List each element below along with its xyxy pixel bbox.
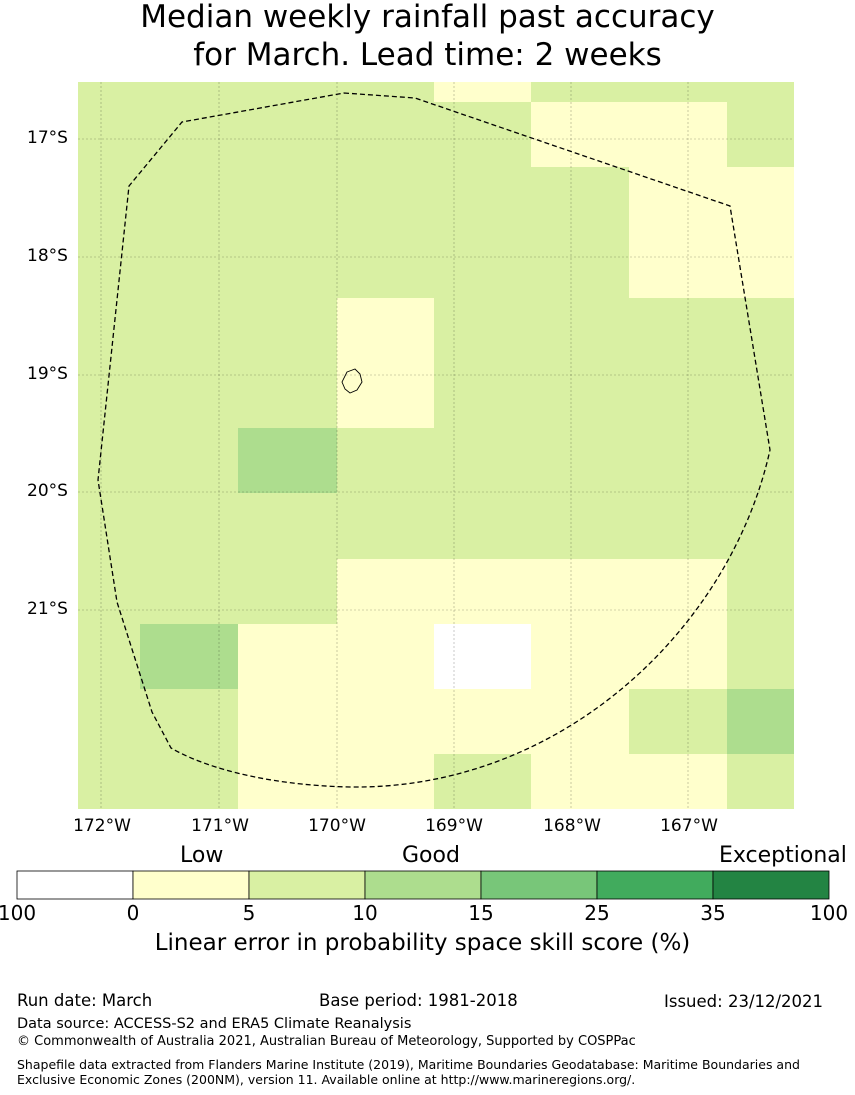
category-label-exceptional: Exceptional [719,843,847,868]
category-label-low: Low [180,843,224,868]
colorbar-segment [364,870,482,900]
island-outline [341,368,363,394]
title-line-1: Median weekly rainfall past accuracy [140,0,715,35]
run-date: Run date: March [17,991,153,1010]
title-line-2: for March. Lead time: 2 weeks [193,37,662,73]
colorbar-segment [480,870,598,900]
colorbar-segment [596,870,714,900]
low-cell [629,754,727,809]
low-cell [434,82,531,102]
colorbar-segment [712,870,830,900]
colorbar-segment [16,870,134,900]
colorbar-tick: 15 [468,901,494,925]
lon-label: 170°W [308,816,366,836]
lat-label: 21°S [27,599,68,619]
gridlines [78,82,794,809]
low-cell [337,559,727,624]
no-skill-cell [434,624,531,689]
colorbar-segment [248,870,366,900]
colorbar-title: Linear error in probability space skill … [154,930,691,956]
issued-date: Issued: 23/12/2021 [664,992,824,1011]
eez-boundary [97,92,771,788]
colorbar-tick: 10 [352,901,378,925]
lat-label: 19°S [27,364,68,384]
lon-label: 169°W [425,816,483,836]
lon-label: 172°W [73,816,131,836]
low-cell [434,689,531,754]
good-cell [727,689,794,754]
copyright: © Commonwealth of Australia 2021, Austra… [17,1034,636,1049]
low-cell [531,102,727,167]
low-cell [531,689,629,809]
lat-label: 17°S [27,128,68,148]
colorbar-tick: 100 [0,901,37,925]
colorbar-tick: 100 [809,901,849,925]
colorbar-tick: 35 [700,901,726,925]
good-cell [140,624,238,689]
good-cell [238,428,337,493]
colorbar [16,870,830,900]
low-cell [531,624,727,689]
colorbar-tick: 0 [126,901,140,925]
lon-label: 167°W [660,816,718,836]
low-cell [629,167,794,298]
lat-label: 20°S [27,481,68,501]
colorbar-tick: 25 [584,901,610,925]
shapefile-credit: Shapefile data extracted from Flanders M… [17,1057,800,1087]
colorbar-segment [132,870,250,900]
low-cell [238,624,434,809]
lon-label: 171°W [191,816,249,836]
category-label-good: Good [402,843,460,868]
colorbar-tick: 5 [242,901,256,925]
low-cell [337,298,434,428]
data-source: Data source: ACCESS-S2 and ERA5 Climate … [17,1016,412,1032]
lon-label: 168°W [543,816,601,836]
lat-label: 18°S [27,246,68,266]
base-period: Base period: 1981-2018 [319,991,518,1010]
